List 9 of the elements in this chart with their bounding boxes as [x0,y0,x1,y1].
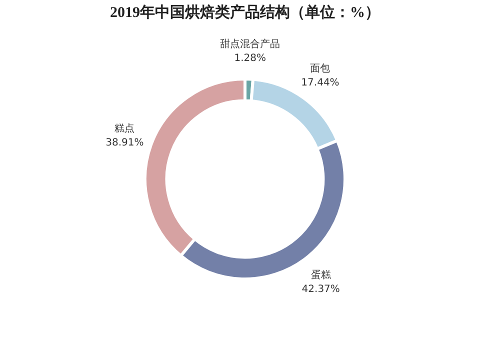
slice-label: 蛋糕 [310,269,331,282]
chart-title: 2019年中国烘焙类产品结构（单位：%） [110,4,380,21]
data-label: 17.44% [301,77,340,88]
slice-label: 甜点混合产品 [220,38,280,50]
slice-label: 糕点 [114,122,135,134]
data-label: 42.37% [302,284,340,296]
data-label: 38.91% [106,137,144,148]
slice-label: 面包 [310,62,330,74]
data-label: 1.28% [234,53,266,64]
